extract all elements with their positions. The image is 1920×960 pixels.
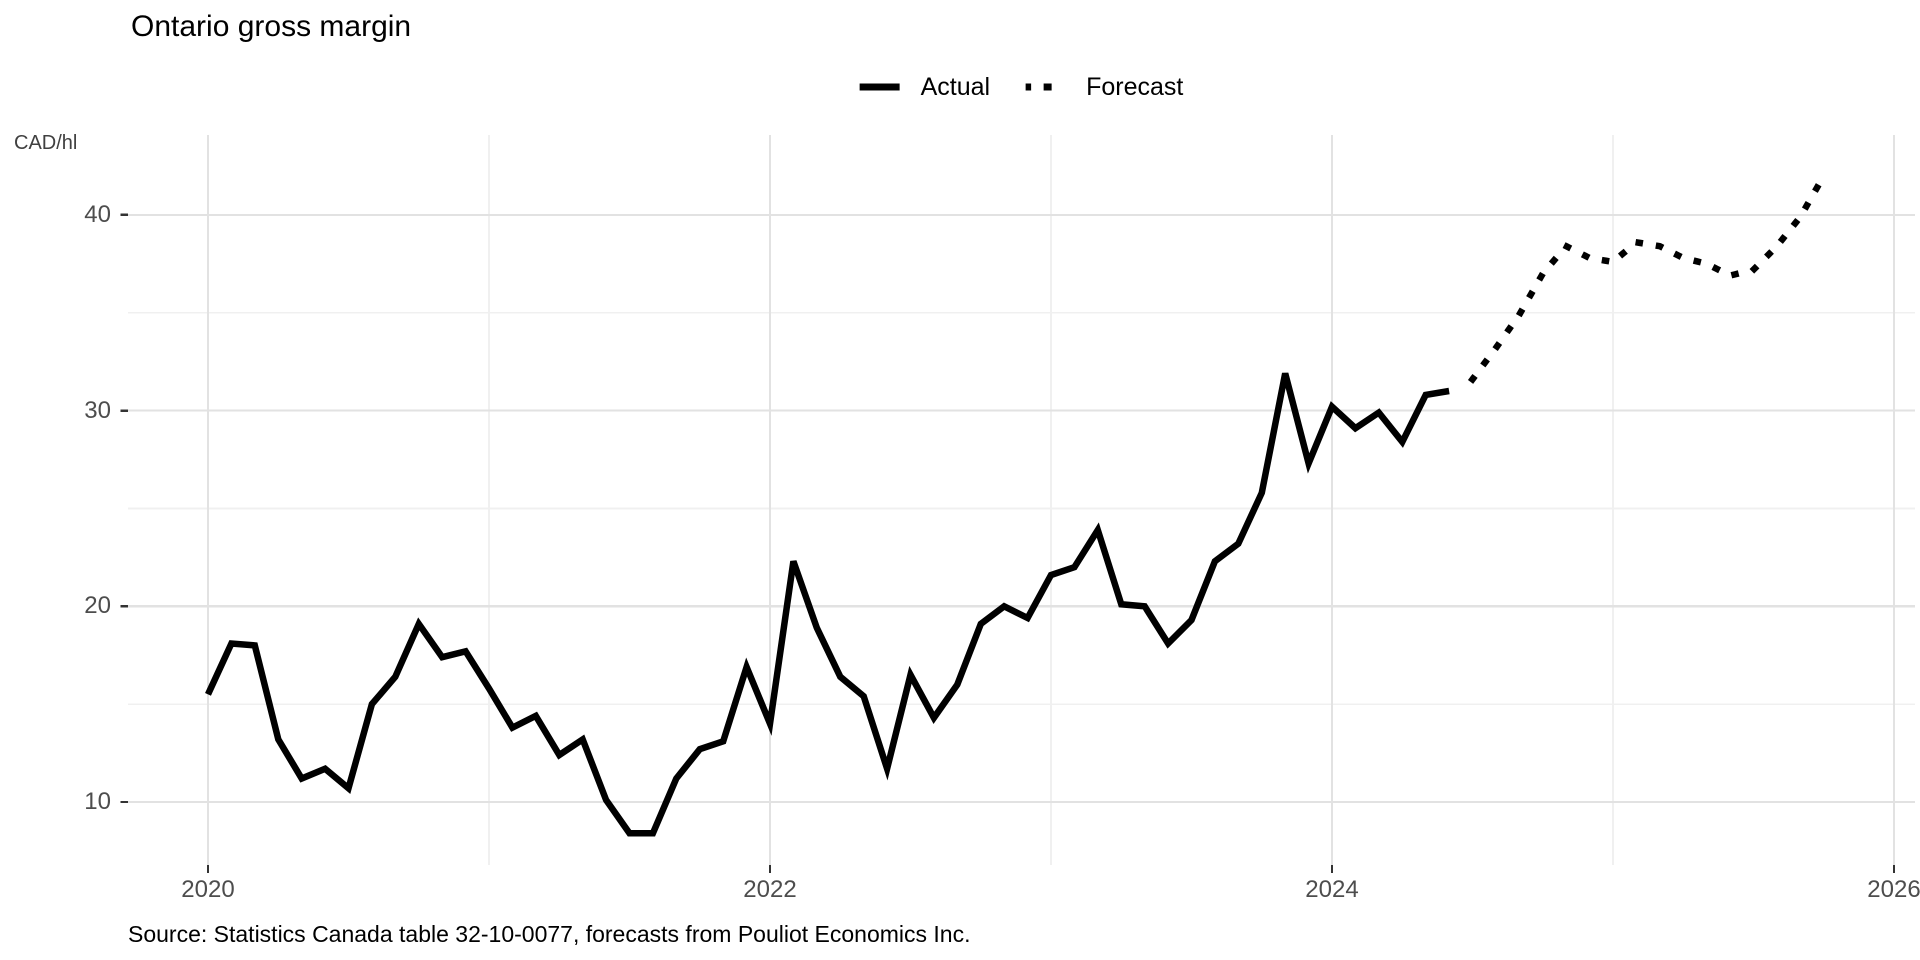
forecast-line	[1467, 171, 1829, 384]
chart-title: Ontario gross margin	[131, 10, 412, 43]
x-tick-label: 2026	[1867, 876, 1920, 903]
legend: Actual Forecast	[859, 71, 1184, 103]
legend-label-forecast: Forecast	[1086, 72, 1184, 101]
legend-key-forecast-line	[1026, 83, 1069, 91]
y-tick-label: 40	[84, 200, 111, 228]
minor-gridlines	[128, 135, 1915, 865]
y-tick-label: 30	[84, 396, 111, 424]
x-tick-label: 2024	[1305, 876, 1359, 903]
source-note: Source: Statistics Canada table 32-10-00…	[128, 921, 971, 947]
axis-tick-marks	[120, 213, 1896, 873]
data-series	[205, 171, 1829, 837]
legend-label-actual: Actual	[920, 72, 991, 101]
y-axis-unit-label: CAD/hl	[14, 132, 78, 154]
y-tick-label: 20	[84, 592, 111, 620]
legend-key-actual-line	[859, 83, 900, 91]
x-tick-label: 2020	[181, 876, 235, 903]
actual-line	[205, 372, 1450, 837]
x-tick-label: 2022	[743, 876, 797, 903]
major-gridlines	[128, 135, 1915, 865]
y-tick-label: 10	[84, 788, 111, 815]
